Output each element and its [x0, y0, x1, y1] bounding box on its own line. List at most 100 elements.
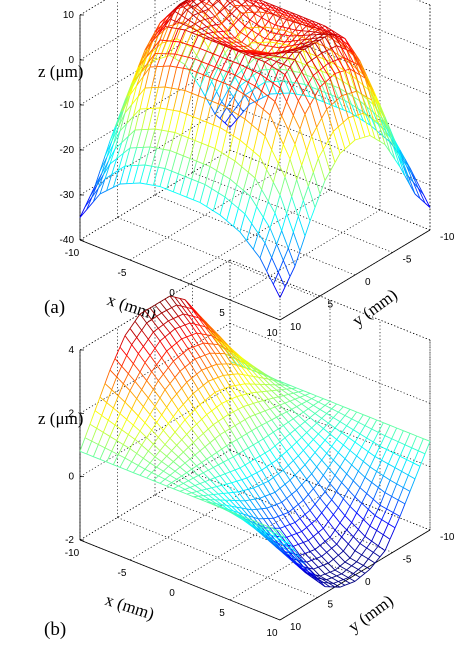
- mesh-segment: [264, 135, 273, 150]
- mesh-segment: [181, 114, 188, 136]
- mesh-segment: [289, 433, 298, 443]
- mesh-segment: [339, 458, 346, 468]
- mesh-segment: [327, 521, 336, 531]
- mesh-segment: [266, 536, 274, 543]
- mesh-segment: [396, 147, 404, 167]
- mesh-segment: [298, 391, 306, 396]
- mesh-segment: [266, 505, 272, 509]
- mesh-segment: [231, 439, 237, 444]
- mesh-segment: [339, 565, 347, 571]
- mesh-segment: [206, 410, 212, 415]
- mesh-segment: [319, 180, 326, 195]
- mesh-segment: [216, 14, 223, 24]
- mesh-segment: [246, 433, 254, 446]
- mesh-segment: [156, 357, 163, 366]
- mesh-segment: [131, 85, 138, 105]
- mesh-segment: [334, 474, 342, 483]
- mesh-segment: [349, 139, 356, 145]
- mesh-segment: [108, 419, 116, 426]
- mesh-segment: [324, 491, 333, 501]
- mesh-segment: [242, 374, 251, 385]
- mesh-segment: [308, 567, 314, 570]
- mesh-segment: [169, 431, 176, 439]
- mesh-segment: [226, 41, 234, 47]
- mesh-segment: [216, 403, 222, 408]
- mesh-segment: [166, 455, 174, 462]
- mesh-segment: [206, 414, 214, 425]
- mesh-segment: [191, 491, 197, 494]
- mesh-segment: [291, 555, 299, 561]
- mesh-segment: [262, 201, 269, 218]
- mesh-segment: [342, 489, 349, 499]
- mesh-segment: [211, 363, 217, 367]
- mesh-segment: [174, 326, 181, 330]
- mesh-segment: [204, 479, 211, 483]
- mesh-segment: [322, 67, 331, 79]
- mesh-segment: [309, 392, 317, 397]
- mesh-segment: [249, 53, 257, 57]
- mesh-segment: [299, 394, 306, 398]
- mesh-segment: [299, 514, 306, 519]
- mesh-segment: [289, 92, 297, 95]
- mesh-segment: [202, 22, 211, 40]
- mesh-segment: [389, 479, 397, 485]
- mesh-segment: [124, 390, 131, 403]
- mesh-segment: [386, 449, 394, 454]
- mesh-segment: [191, 30, 197, 34]
- mesh-segment: [266, 390, 272, 392]
- mesh-segment: [268, 8, 276, 12]
- mesh-segment: [193, 477, 201, 484]
- mesh-segment: [281, 52, 287, 58]
- mesh-segment: [127, 79, 136, 97]
- mesh-segment: [219, 390, 228, 402]
- mesh-segment: [199, 20, 207, 28]
- mesh-segment: [234, 37, 242, 43]
- mesh-segment: [196, 465, 204, 474]
- mesh-segment: [252, 444, 261, 457]
- mesh-segment: [329, 529, 336, 538]
- mesh-segment: [214, 389, 221, 393]
- mesh-segment: [204, 400, 213, 412]
- mesh-segment: [226, 509, 234, 514]
- mesh-segment: [178, 173, 186, 177]
- mesh-segment: [206, 367, 214, 380]
- mesh-segment: [372, 432, 379, 443]
- mesh-segment: [326, 577, 332, 581]
- mesh-segment: [186, 44, 192, 49]
- mesh-segment: [271, 531, 279, 536]
- mesh-segment: [147, 443, 154, 452]
- mesh-segment: [266, 169, 274, 183]
- mesh-segment: [179, 326, 188, 338]
- mesh-segment: [187, 447, 196, 456]
- mesh-segment: [284, 437, 293, 448]
- mesh-segment: [394, 467, 402, 472]
- mesh-segment: [263, 3, 271, 7]
- mesh-segment: [331, 403, 337, 410]
- mesh-segment: [301, 62, 308, 76]
- mesh-segment: [358, 421, 366, 427]
- mesh-segment: [358, 470, 366, 478]
- mesh-segment: [379, 504, 387, 510]
- mesh-segment: [214, 333, 223, 342]
- mesh-segment: [232, 456, 241, 469]
- mesh-segment: [173, 461, 181, 468]
- mesh-segment: [224, 386, 231, 389]
- mesh-segment: [184, 462, 192, 470]
- mesh-segment: [354, 71, 361, 76]
- mesh-segment: [194, 409, 203, 420]
- mesh-segment: [221, 403, 229, 415]
- mesh-segment: [284, 402, 292, 410]
- mesh-segment: [321, 413, 327, 419]
- mesh-segment: [158, 470, 164, 477]
- mesh-segment: [316, 395, 324, 400]
- mesh-segment: [279, 87, 288, 102]
- mesh-segment: [352, 470, 359, 481]
- mesh-segment: [218, 1, 226, 8]
- mesh-segment: [261, 45, 268, 52]
- mesh-segment: [376, 108, 384, 131]
- mesh-segment: [387, 452, 394, 465]
- mesh-segment: [274, 404, 281, 408]
- mesh-segment: [182, 352, 191, 364]
- mesh-segment: [208, 467, 214, 471]
- mesh-segment: [253, 39, 261, 45]
